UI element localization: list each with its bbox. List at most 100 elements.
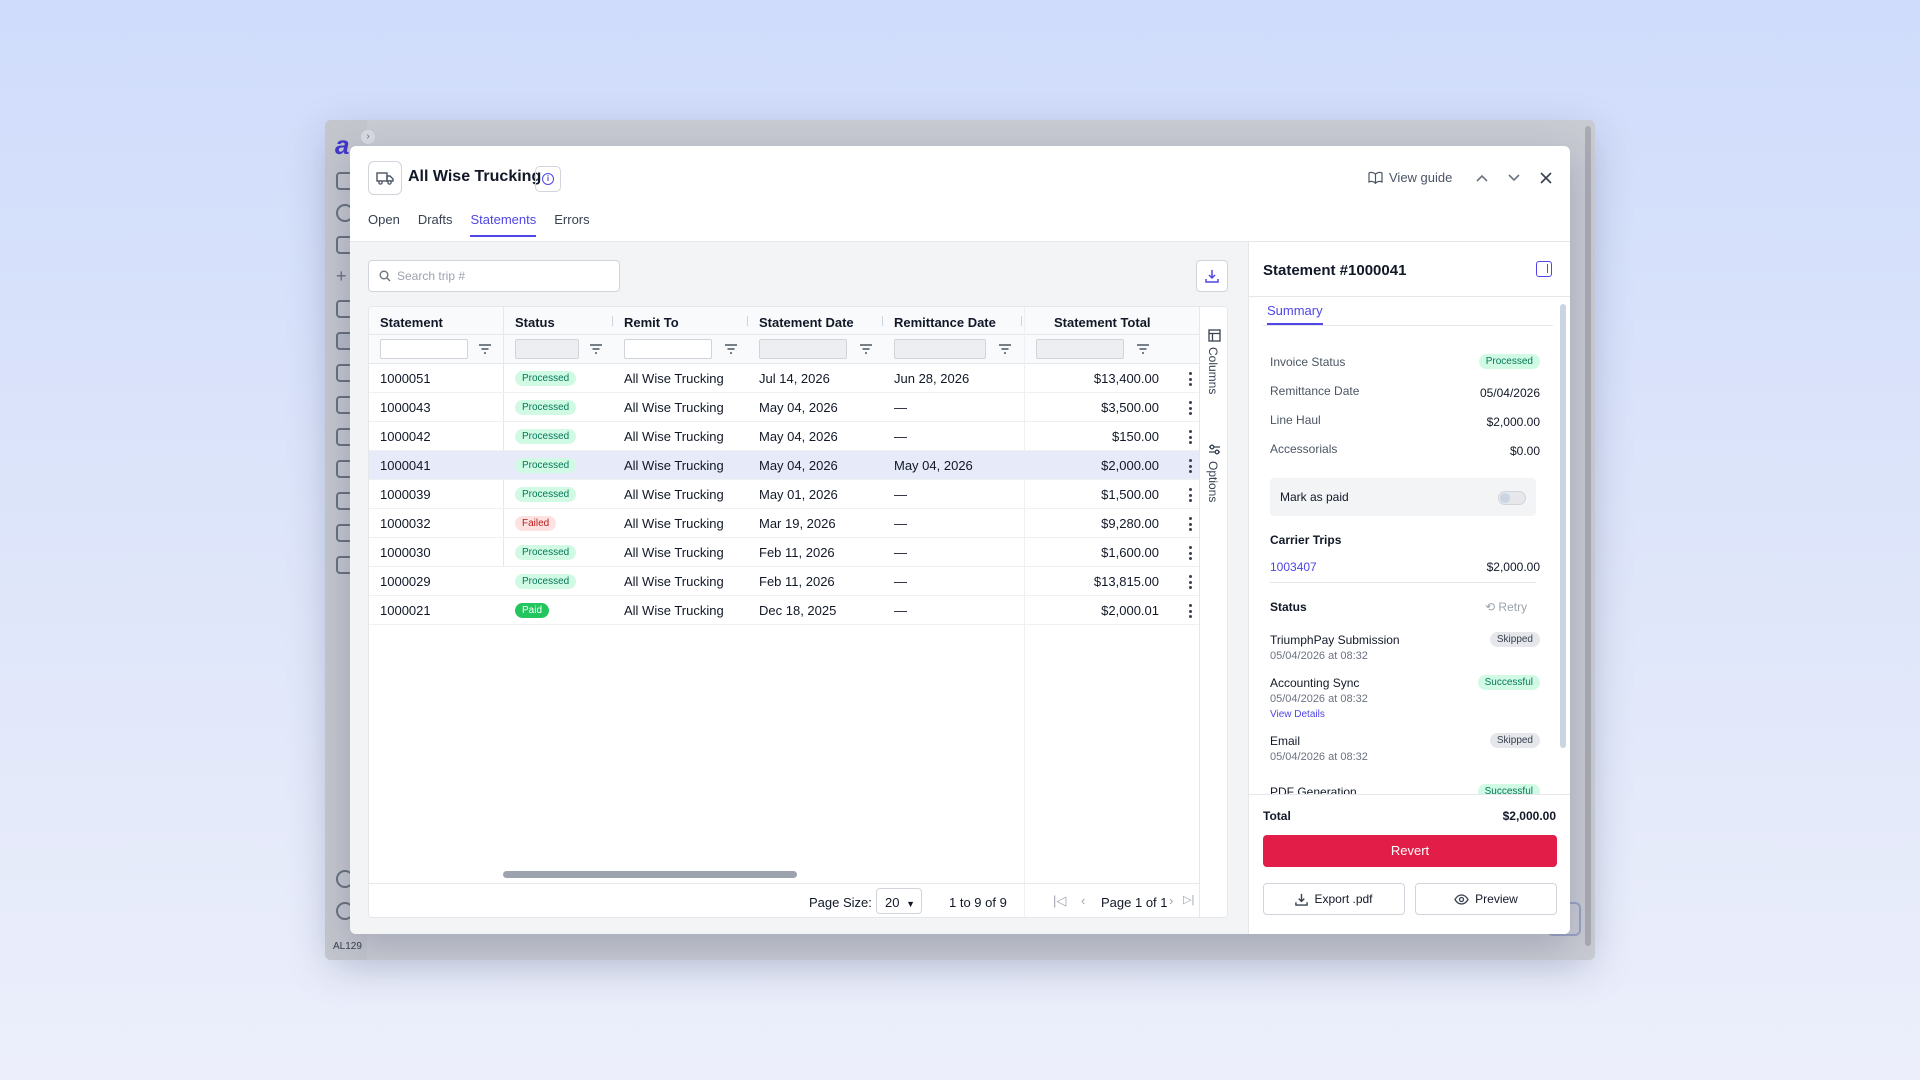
export-pdf-button[interactable]: Export .pdf <box>1263 883 1405 915</box>
remit-to-cell: All Wise Trucking <box>624 574 724 589</box>
collapse-panel-icon[interactable] <box>1536 261 1552 277</box>
row-menu-icon[interactable] <box>1184 400 1196 416</box>
chevron-right-icon[interactable]: › <box>361 130 375 144</box>
statement-total-cell: $2,000.01 <box>1101 603 1159 618</box>
panel-scrollbar[interactable] <box>1560 304 1566 748</box>
mark-as-paid-row: Mark as paid <box>1270 478 1536 516</box>
column-resize-handle[interactable] <box>747 316 748 326</box>
row-menu-icon[interactable] <box>1184 371 1196 387</box>
mark-as-paid-toggle[interactable] <box>1498 491 1526 505</box>
tab-errors[interactable]: Errors <box>554 212 590 227</box>
search-input[interactable]: Search trip # <box>397 269 466 283</box>
first-page-icon[interactable]: |◁ <box>1053 893 1067 908</box>
retry-button[interactable]: ⟲ Retry <box>1485 600 1527 614</box>
column-resize-handle[interactable] <box>882 316 883 326</box>
filter-input-status[interactable] <box>515 339 579 359</box>
horizontal-scrollbar[interactable] <box>503 871 797 878</box>
column-statement[interactable]: Statement <box>380 315 443 330</box>
prev-page-icon[interactable]: ‹ <box>1081 893 1086 908</box>
row-menu-icon[interactable] <box>1184 458 1196 474</box>
detail-label: Line Haul <box>1270 413 1321 427</box>
view-guide-button[interactable]: View guide <box>1368 170 1452 185</box>
table-row[interactable]: 1000039 Processed All Wise Trucking May 01,… <box>369 480 1199 509</box>
statement-date-cell: May 01, 2026 <box>759 487 838 502</box>
table-row[interactable]: 1000042 Processed All Wise Trucking May 04,… <box>369 422 1199 451</box>
table-row[interactable]: 1000032 Failed All Wise Trucking Mar 19, 20… <box>369 509 1199 538</box>
tab-open[interactable]: Open <box>368 212 400 227</box>
statement-date-cell: Dec 18, 2025 <box>759 603 837 618</box>
view-guide-label: View guide <box>1389 170 1453 185</box>
table-row[interactable]: 1000030 Processed All Wise Trucking Feb 11,… <box>369 538 1199 567</box>
column-resize-handle[interactable] <box>612 316 613 326</box>
column-remittance-date[interactable]: Remittance Date <box>894 315 996 330</box>
columns-icon[interactable] <box>1208 329 1221 342</box>
download-button[interactable] <box>1196 260 1228 292</box>
status-item-date: 05/04/2026 at 08:32 <box>1270 751 1368 763</box>
download-icon <box>1295 893 1309 906</box>
remittance-date-cell: — <box>894 603 907 618</box>
table-row[interactable]: 1000051 Processed All Wise Trucking Jul 14,… <box>369 364 1199 393</box>
revert-button[interactable]: Revert <box>1263 835 1557 867</box>
column-resize-handle[interactable] <box>1021 316 1022 326</box>
row-menu-icon[interactable] <box>1184 487 1196 503</box>
table-row[interactable]: 1000021 Paid All Wise Trucking Dec 18, 2025… <box>369 596 1199 625</box>
status-badge: Processed <box>515 371 577 386</box>
filter-icon[interactable] <box>1136 342 1150 356</box>
grid-side-panel: Columns Options <box>1199 307 1227 917</box>
tab-summary[interactable]: Summary <box>1267 303 1323 325</box>
statement-total-cell: $13,815.00 <box>1093 574 1159 589</box>
tab-statements[interactable]: Statements <box>470 212 537 237</box>
info-button[interactable]: i <box>535 166 561 192</box>
retry-label: Retry <box>1498 600 1528 614</box>
row-menu-icon[interactable] <box>1184 603 1196 619</box>
next-page-icon[interactable]: › <box>1169 893 1174 908</box>
sliders-icon[interactable] <box>1208 443 1221 456</box>
plus-icon[interactable]: + <box>336 266 347 286</box>
filter-icon[interactable] <box>478 342 492 356</box>
total-label: Total <box>1263 809 1291 823</box>
statement-number: 1000021 <box>380 603 431 618</box>
options-toggle[interactable]: Options <box>1206 461 1220 503</box>
filter-icon[interactable] <box>589 342 603 356</box>
chevron-up-icon[interactable] <box>1470 166 1494 190</box>
table-row[interactable]: 1000041 Processed All Wise Trucking May 04,… <box>369 451 1199 480</box>
book-open-icon <box>1368 171 1383 184</box>
table-row[interactable]: 1000043 Processed All Wise Trucking May 04,… <box>369 393 1199 422</box>
row-menu-icon[interactable] <box>1184 516 1196 532</box>
carrier-trip-amount: $2,000.00 <box>1486 560 1540 574</box>
column-statement-total[interactable]: Statement Total <box>1054 315 1151 330</box>
filter-input-statement-date[interactable] <box>759 339 847 359</box>
row-menu-icon[interactable] <box>1184 429 1196 445</box>
remit-to-cell: All Wise Trucking <box>624 603 724 618</box>
close-icon[interactable] <box>1534 166 1558 190</box>
filter-input-remit-to[interactable] <box>624 339 712 359</box>
row-menu-icon[interactable] <box>1184 545 1196 561</box>
chevron-down-icon[interactable] <box>1502 166 1526 190</box>
filter-input-remittance-date[interactable] <box>894 339 986 359</box>
columns-toggle[interactable]: Columns <box>1206 347 1220 395</box>
panel-footer: Total $2,000.00 Revert Export .pdf Previ… <box>1249 794 1570 934</box>
filter-icon[interactable] <box>998 342 1012 356</box>
search-box[interactable]: Search trip # <box>368 260 620 292</box>
view-details-link[interactable]: View Details <box>1270 709 1325 720</box>
row-range: 1 to 9 of 9 <box>949 895 1007 910</box>
filter-input-statement[interactable] <box>380 339 468 359</box>
last-page-icon[interactable]: ▷| <box>1183 894 1195 906</box>
column-remit-to[interactable]: Remit To <box>624 315 679 330</box>
statement-date-cell: Mar 19, 2026 <box>759 516 836 531</box>
carrier-trip-link[interactable]: 1003407 <box>1270 560 1317 574</box>
app-scrollbar[interactable] <box>1585 126 1591 946</box>
tab-drafts[interactable]: Drafts <box>417 212 453 227</box>
statement-total-cell: $13,400.00 <box>1093 371 1159 386</box>
divider <box>1263 325 1553 326</box>
statement-date-cell: May 04, 2026 <box>759 400 838 415</box>
page-size-select[interactable]: 20 ▼ <box>876 888 922 914</box>
filter-input-statement-total[interactable] <box>1036 339 1124 359</box>
filter-icon[interactable] <box>859 342 873 356</box>
column-statement-date[interactable]: Statement Date <box>759 315 854 330</box>
preview-button[interactable]: Preview <box>1415 883 1557 915</box>
filter-icon[interactable] <box>724 342 738 356</box>
table-row[interactable]: 1000029 Processed All Wise Trucking Feb 11,… <box>369 567 1199 596</box>
row-menu-icon[interactable] <box>1184 574 1196 590</box>
column-status[interactable]: Status <box>515 315 555 330</box>
